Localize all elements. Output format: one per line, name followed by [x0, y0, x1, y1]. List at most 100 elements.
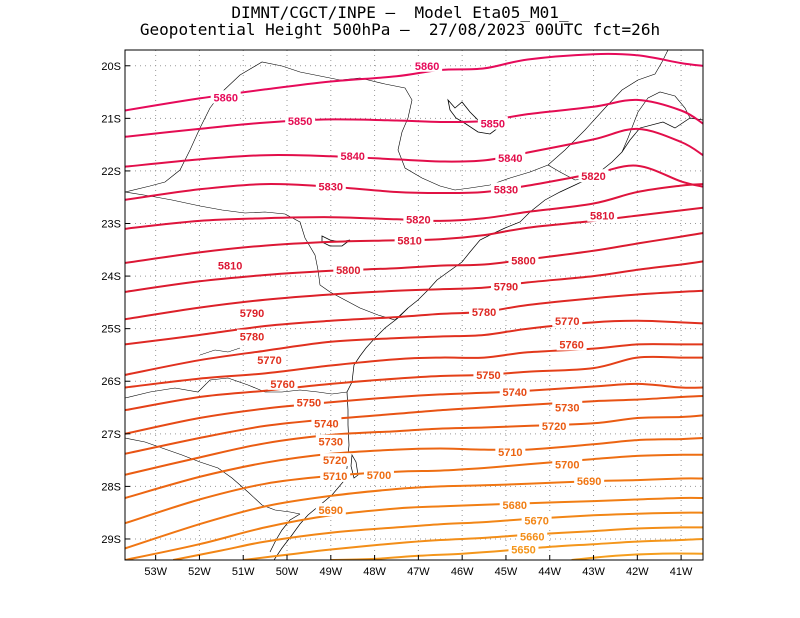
contour-label: 5850	[288, 116, 312, 128]
contour-label: 5790	[240, 308, 264, 320]
contour-labels: 5860 5860 5850 5850 5840 5840 5830 5830 5820 5820…	[210, 58, 618, 556]
contour-line-5710	[125, 437, 703, 499]
contour-label: 5720	[542, 421, 566, 433]
contour-line-5810	[125, 206, 703, 264]
lon-tick-label: 41W	[670, 566, 693, 578]
state-border-west	[125, 127, 201, 193]
contour-label: 5810	[218, 261, 242, 273]
lat-tick-label: 21S	[101, 113, 121, 125]
contour-label: 5670	[524, 516, 548, 528]
contour-label-bg	[236, 305, 267, 319]
lon-tick-label: 51W	[232, 566, 255, 578]
contour-label: 5860	[213, 92, 237, 104]
contour-line-5720	[125, 414, 703, 476]
lon-tick-label: 46W	[451, 566, 474, 578]
state-border-pr-sc	[125, 377, 348, 399]
lon-tick-label: 52W	[188, 566, 211, 578]
contour-label-bg	[315, 503, 346, 517]
contour-label-bg	[578, 169, 609, 183]
island-sc	[350, 453, 359, 479]
contour-label-bg	[403, 212, 434, 226]
contour-label-bg	[499, 384, 530, 398]
contour-line-5660	[243, 526, 703, 560]
contour-label: 5730	[555, 403, 579, 415]
contour-label-bg	[495, 150, 526, 164]
lon-tick-label: 48W	[363, 566, 386, 578]
contour-label: 5690	[577, 476, 601, 488]
contour-label-bg	[236, 329, 267, 343]
graticule-grid	[125, 50, 703, 560]
contour-label-bg	[495, 445, 526, 459]
lon-tick-label: 53W	[144, 566, 167, 578]
contour-line-5750	[125, 355, 703, 412]
contour-label: 5830	[319, 182, 343, 194]
lon-tick-label: 50W	[276, 566, 299, 578]
contour-label-bg	[333, 262, 364, 276]
contour-label-bg	[320, 468, 351, 482]
lon-tick-label: 49W	[319, 566, 342, 578]
lon-tick-label: 44W	[538, 566, 561, 578]
state-border-es	[621, 91, 691, 153]
contour-label-bg	[315, 179, 346, 193]
contour-label-bg	[320, 453, 351, 467]
contour-label-bg	[490, 182, 521, 196]
lon-tick-label: 47W	[407, 566, 430, 578]
contour-label-bg	[490, 279, 521, 293]
lon-tick-label: 45W	[495, 566, 518, 578]
contour-label-bg	[508, 253, 539, 267]
contour-label: 5770	[257, 355, 281, 367]
contour-line-5860	[125, 52, 703, 112]
contour-label-bg	[293, 395, 324, 409]
contour-label-bg	[315, 434, 346, 448]
contour-label: 5690	[319, 505, 343, 517]
contour-line-5780	[125, 289, 703, 346]
contour-line-5700	[125, 453, 703, 525]
contour-label-bg	[521, 513, 552, 527]
lat-tick-label: 25S	[101, 324, 121, 336]
lon-tick-label: 43W	[582, 566, 605, 578]
axis-ticks: 53W 52W 51W 50W 49W 48W 47W 46W 45W 44W 43W 42W 41W 2…	[101, 61, 693, 578]
contour-label: 5810	[590, 211, 614, 223]
contour-label-bg	[473, 367, 504, 381]
contour-label: 5800	[511, 255, 535, 267]
contour-line-5680	[125, 496, 703, 560]
contour-line-5800	[125, 232, 703, 293]
contour-label-bg	[552, 400, 583, 414]
contour-line-5690	[125, 477, 703, 550]
contour-label: 5680	[502, 500, 526, 512]
contour-label-bg	[254, 353, 285, 367]
contour-label: 5810	[397, 235, 421, 247]
contour-label-bg	[556, 337, 587, 351]
contour-label-bg	[552, 457, 583, 471]
state-border-mg-north	[199, 50, 669, 191]
contour-label: 5700	[367, 470, 391, 482]
lat-tick-label: 20S	[101, 61, 121, 73]
title-line-2: Geopotential Height 500hPa – 27/08/2023 …	[139, 20, 661, 39]
contour-label-bg	[499, 497, 530, 511]
contour-label-bg	[267, 376, 298, 390]
river-parana	[199, 347, 241, 356]
plot-frame	[124, 49, 704, 561]
contour-line-5730	[125, 395, 703, 455]
contour-label-bg	[210, 90, 241, 104]
chart-title: DIMNT/CGCT/INPE – Model Eta05_M01_ Geopo…	[0, 4, 800, 38]
contour-label: 5780	[240, 332, 264, 344]
contour-label-bg	[552, 313, 583, 327]
contour-label: 5800	[336, 265, 360, 277]
contour-label: 5820	[406, 214, 430, 226]
contour-line-5670	[173, 511, 703, 560]
lagoon-rs	[269, 513, 301, 553]
contour-label-bg	[412, 58, 443, 72]
contour-line-5770	[125, 319, 703, 376]
contour-label: 5820	[581, 171, 605, 183]
contour-label: 5840	[340, 151, 364, 163]
contour-label-bg	[517, 529, 548, 543]
contour-label: 5710	[323, 471, 347, 483]
contour-label-bg	[215, 258, 246, 272]
contour-label-bg	[311, 416, 342, 430]
contour-label-bg	[574, 474, 605, 488]
state-border-sc-rs	[125, 437, 301, 515]
contour-label-bg	[477, 116, 508, 130]
contour-label-bg	[285, 113, 316, 127]
contour-label: 5830	[494, 184, 518, 196]
